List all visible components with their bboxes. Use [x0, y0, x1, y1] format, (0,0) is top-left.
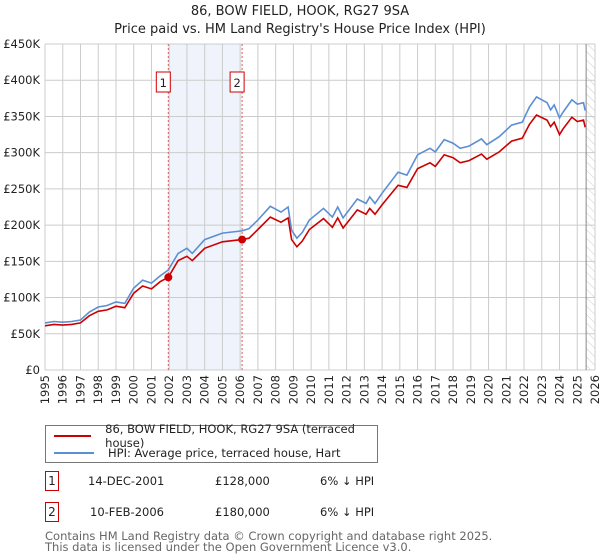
transaction-marker: 2: [45, 502, 59, 522]
sale-label: 1: [160, 76, 167, 90]
y-tick-label: £350K: [3, 109, 40, 123]
x-tick-label: 2025: [570, 375, 584, 404]
x-tick-label: 2009: [286, 375, 300, 404]
x-tick-label: 2012: [340, 375, 354, 404]
transaction-date: 14-DEC-2001: [88, 474, 165, 488]
x-tick-label: 2021: [499, 375, 513, 404]
legend-item-hpi: HPI: Average price, terraced house, Hart: [54, 445, 340, 461]
chart-title: 86, BOW FIELD, HOOK, RG27 9SA: [190, 4, 410, 19]
y-tick-label: £0: [25, 363, 40, 377]
forecast-hatch: [586, 44, 595, 370]
x-tick-label: 2015: [393, 375, 407, 404]
footer-copyright: Contains HM Land Registry data © Crown c…: [45, 529, 493, 543]
x-tick-label: 2002: [162, 375, 176, 404]
y-tick-label: £200K: [3, 218, 40, 232]
y-tick-label: £400K: [3, 73, 40, 87]
x-tick-label: 2011: [322, 375, 336, 404]
legend-item-property: 86, BOW FIELD, HOOK, RG27 9SA (terraced …: [54, 422, 377, 450]
x-tick-label: 2014: [375, 375, 389, 404]
hpi-series-line: [44, 95, 586, 324]
x-tick-label: 1998: [91, 375, 105, 404]
transaction-marker: 1: [45, 471, 59, 491]
x-tick-label: 2024: [553, 375, 567, 404]
footer-licence: This data is licensed under the Open Gov…: [45, 540, 412, 554]
legend: 86, BOW FIELD, HOOK, RG27 9SA (terraced …: [45, 422, 378, 463]
sale-point: [238, 235, 247, 244]
x-tick-label: 2016: [411, 375, 425, 404]
x-tick-label: 2010: [304, 375, 318, 404]
x-tick-label: 2013: [357, 375, 371, 404]
sale-label-box: [229, 71, 245, 93]
legend-swatch-blue: [54, 452, 94, 454]
sale-point: [164, 273, 173, 282]
transaction-hpi-diff: 6% ↓ HPI: [320, 474, 375, 488]
y-tick-label: £50K: [11, 327, 41, 341]
transaction-row: 2 10-FEB-2006 £180,000 6% ↓ HPI: [45, 502, 375, 524]
x-tick-label: 2006: [233, 375, 247, 404]
x-tick-label: 2018: [446, 375, 460, 404]
x-tick-label: 2003: [180, 375, 194, 404]
x-tick-label: 2023: [535, 375, 549, 404]
x-tick-label: 2008: [269, 375, 283, 404]
transaction-date: 10-FEB-2006: [90, 505, 164, 519]
x-tick-label: 2026: [588, 375, 600, 404]
sale-label-box: [155, 71, 171, 93]
transaction-price: £180,000: [215, 505, 270, 519]
x-tick-label: 2019: [464, 375, 478, 404]
x-tick-label: 2007: [251, 375, 265, 404]
legend-swatch-red: [54, 435, 92, 437]
x-tick-label: 1996: [56, 375, 70, 404]
sale-label: 2: [233, 76, 240, 90]
x-tick-label: 2005: [215, 375, 229, 404]
x-tick-label: 1999: [109, 375, 123, 404]
x-tick-label: 2000: [127, 375, 141, 404]
x-tick-label: 1997: [73, 375, 87, 404]
transaction-hpi-diff: 6% ↓ HPI: [320, 505, 375, 519]
transaction-row: 1 14-DEC-2001 £128,000 6% ↓ HPI: [45, 471, 375, 493]
property-series-line: [44, 113, 586, 327]
chart-subtitle: Price paid vs. HM Land Registry's House …: [114, 22, 486, 37]
y-tick-label: £150K: [3, 254, 40, 268]
x-tick-label: 1995: [38, 375, 52, 404]
y-tick-label: £300K: [3, 146, 40, 160]
x-tick-label: 2017: [428, 375, 442, 404]
y-tick-label: £450K: [3, 37, 40, 51]
x-tick-label: 2020: [482, 375, 496, 404]
transaction-price: £128,000: [215, 474, 270, 488]
x-tick-label: 2001: [144, 375, 158, 404]
x-tick-label: 2022: [517, 375, 531, 404]
y-tick-label: £100K: [3, 291, 40, 305]
y-tick-label: £250K: [3, 182, 40, 196]
x-tick-label: 2004: [198, 375, 212, 404]
sale-period-band: [168, 44, 243, 370]
legend-label: HPI: Average price, terraced house, Hart: [108, 446, 341, 460]
legend-label: 86, BOW FIELD, HOOK, RG27 9SA (terraced …: [105, 422, 355, 450]
